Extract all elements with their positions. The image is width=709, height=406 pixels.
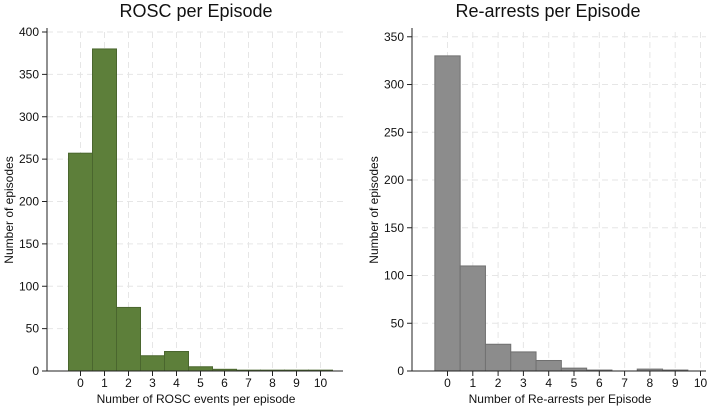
bar-2 <box>116 306 141 372</box>
x-tick-label: 3 <box>520 376 527 390</box>
right-y-axis-label: Number of episodes <box>367 156 381 263</box>
bar-4 <box>535 359 562 372</box>
x-tick-label: 10 <box>694 376 708 390</box>
bar-0 <box>434 55 461 372</box>
x-tick-label: 6 <box>221 376 228 390</box>
left-chart: ROSC per Episode Number of ROSC events p… <box>2 1 343 406</box>
bar-5 <box>188 366 213 372</box>
y-tick-label: 350 <box>19 67 39 81</box>
x-tick-label: 2 <box>125 376 132 390</box>
x-tick-label: 8 <box>269 376 276 390</box>
x-tick-label: 9 <box>293 376 300 390</box>
bar-3 <box>140 355 165 372</box>
y-tick-label: 200 <box>384 173 404 187</box>
y-tick-label: 150 <box>19 237 39 251</box>
left-x-axis-label: Number of ROSC events per episode <box>97 392 296 406</box>
x-tick-label: 8 <box>647 376 654 390</box>
x-tick-label: 5 <box>571 376 578 390</box>
right-x-axis-label: Number of Re-arrests per Episode <box>469 392 652 406</box>
right-plot-area: 0 50 100 150 200 250 300 350 0 1 2 3 4 5 6 7 8 9 10 <box>384 28 708 390</box>
bar-3 <box>510 351 537 372</box>
x-tick-label: 9 <box>672 376 679 390</box>
x-tick-label: 1 <box>469 376 476 390</box>
y-tick-label: 0 <box>32 364 39 378</box>
y-tick-label: 300 <box>384 78 404 92</box>
y-tick-label: 50 <box>391 316 405 330</box>
x-tick-label: 0 <box>444 376 451 390</box>
y-tick-label: 250 <box>384 125 404 139</box>
x-tick-label: 4 <box>173 376 180 390</box>
x-tick-label: 0 <box>77 376 84 390</box>
y-tick-label: 400 <box>19 25 39 39</box>
bar-2 <box>484 343 512 372</box>
x-tick-label: 10 <box>314 376 328 390</box>
y-tick-label: 150 <box>384 221 404 235</box>
bar-0 <box>68 152 93 372</box>
y-tick-label: 100 <box>384 269 404 283</box>
x-tick-label: 5 <box>197 376 204 390</box>
x-tick-label: 4 <box>545 376 552 390</box>
bar-4 <box>164 351 189 372</box>
left-chart-title: ROSC per Episode <box>119 1 272 21</box>
right-chart: Re-arrests per Episode Number of Re-arre… <box>367 1 707 406</box>
x-tick-label: 6 <box>596 376 603 390</box>
bar-1 <box>459 265 486 372</box>
y-tick-label: 0 <box>397 364 404 378</box>
left-plot-area: 0 50 100 150 200 250 300 350 400 0 1 2 3 4 5 6 7 8 9 10 <box>19 25 343 390</box>
bar-1 <box>92 48 117 372</box>
y-tick-label: 100 <box>19 279 39 293</box>
x-tick-label: 7 <box>245 376 252 390</box>
left-y-axis-label: Number of episodes <box>2 156 16 263</box>
y-tick-label: 50 <box>26 322 40 336</box>
y-tick-label: 300 <box>19 110 39 124</box>
y-tick-label: 350 <box>384 30 404 44</box>
y-tick-label: 250 <box>19 152 39 166</box>
x-tick-label: 1 <box>101 376 108 390</box>
right-chart-title: Re-arrests per Episode <box>455 1 640 21</box>
x-tick-label: 3 <box>149 376 156 390</box>
y-tick-label: 200 <box>19 195 39 209</box>
x-tick-label: 2 <box>495 376 502 390</box>
x-tick-label: 7 <box>621 376 628 390</box>
